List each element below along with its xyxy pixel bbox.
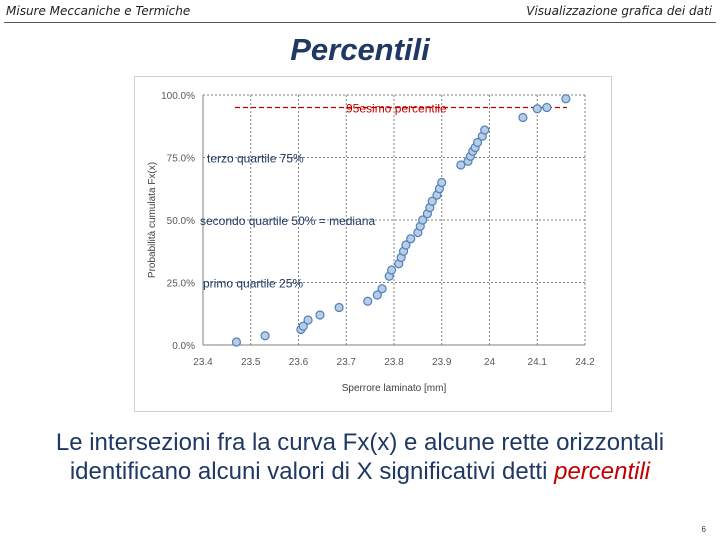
x-tick-label: 23.4	[193, 357, 213, 368]
header-divider	[4, 22, 716, 23]
cumulative-probability-chart: 23.4 23.5 23.6 23.7 23.8 23.9 24 24.1 24.2 0.0% 25…	[147, 91, 595, 394]
x-tick-label: 23.7	[337, 357, 357, 368]
x-tick-label: 23.8	[384, 357, 404, 368]
caption-emphasis: percentili	[554, 458, 651, 485]
data-point	[363, 296, 373, 306]
y-tick-label: 0.0%	[172, 341, 195, 352]
data-point	[480, 125, 490, 135]
data-point	[561, 94, 571, 104]
x-axis-title: Sperrore laminato [mm]	[342, 383, 447, 394]
page-number: 6	[701, 525, 706, 534]
annotation-95th-percentile: 95esimo percentile	[346, 102, 447, 116]
y-tick-label: 100.0%	[161, 91, 195, 102]
data-point	[437, 177, 447, 188]
data-point	[260, 331, 270, 341]
data-point	[532, 104, 542, 114]
data-point	[372, 290, 382, 300]
data-point	[418, 215, 428, 225]
data-point	[315, 310, 325, 320]
x-tick-label: 24.1	[528, 357, 548, 368]
data-point	[542, 102, 552, 113]
data-point	[334, 302, 344, 313]
x-tick-label: 23.5	[241, 357, 261, 368]
y-tick-label: 75.0%	[167, 154, 195, 165]
annotation-first-quartile: primo quartile 25%	[203, 277, 303, 291]
data-point	[298, 321, 308, 331]
data-point	[456, 160, 466, 170]
data-point	[518, 112, 528, 123]
x-tick-label: 23.6	[289, 357, 309, 368]
header-course-title: Misure Meccaniche e Termiche	[6, 4, 191, 18]
data-point	[401, 240, 411, 250]
slide-caption: Le intersezioni fra la curva Fx(x) e alc…	[20, 428, 700, 486]
y-tick-label: 25.0%	[167, 279, 195, 290]
data-point	[427, 196, 437, 206]
y-axis-title: Probabilità cumulata Fx(x)	[147, 162, 158, 278]
slide-title: Percentili	[290, 32, 430, 67]
x-tick-label: 23.9	[432, 357, 452, 368]
caption-text: Le intersezioni fra la curva Fx(x) e alc…	[55, 429, 665, 485]
header-section-title: Visualizzazione grafica dei dati	[526, 4, 712, 18]
x-tick-label: 24	[484, 357, 496, 368]
data-point	[472, 137, 483, 148]
data-point	[377, 284, 387, 294]
data-point	[387, 265, 397, 275]
data-point	[303, 315, 313, 325]
annotation-second-quartile: secondo quartile 50% = mediana	[200, 214, 375, 228]
y-tick-label: 50.0%	[167, 216, 195, 227]
annotation-third-quartile: terzo quartile 75%	[207, 152, 304, 166]
data-point	[406, 234, 416, 244]
chart-frame: 23.4 23.5 23.6 23.7 23.8 23.9 24 24.1 24.2 0.0% 25…	[134, 76, 612, 412]
data-point	[231, 337, 242, 347]
x-tick-label: 24.2	[575, 357, 595, 368]
